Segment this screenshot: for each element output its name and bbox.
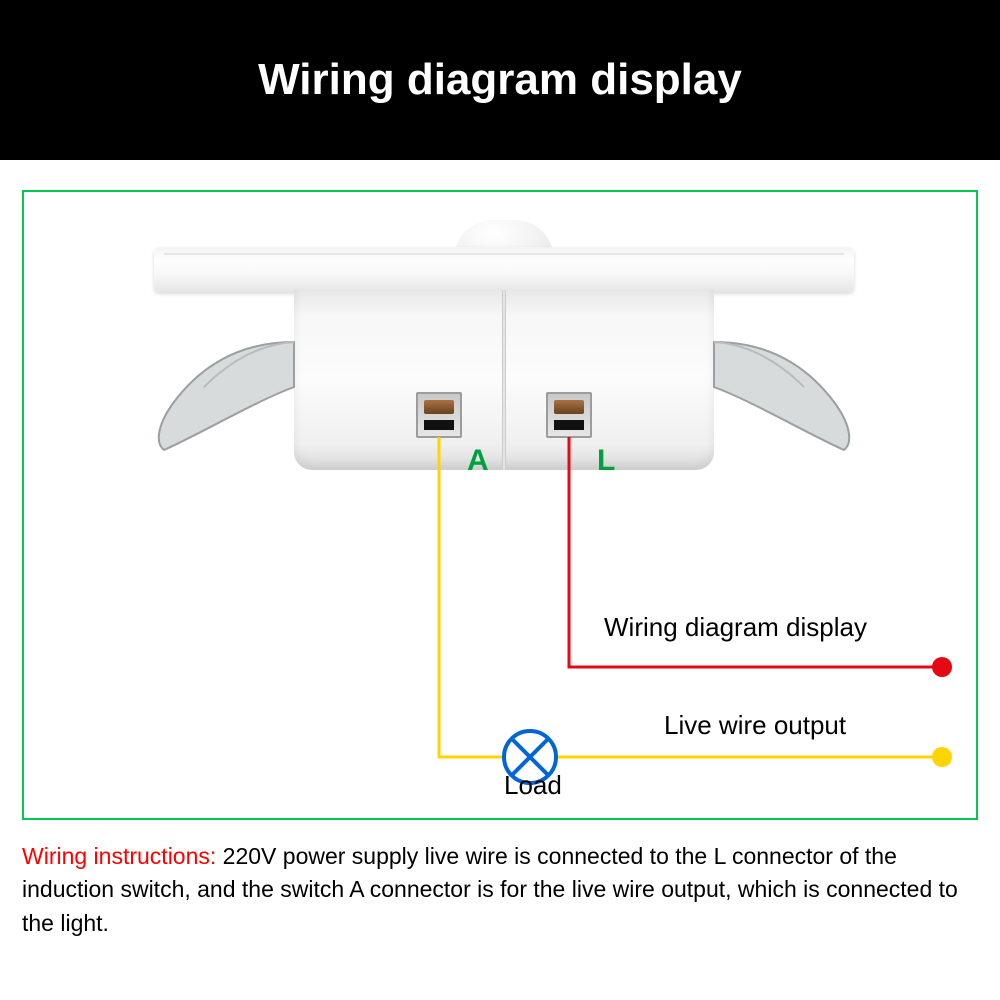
diagram-frame: A L Wiring diagram display Li: [22, 190, 978, 820]
header-bar: Wiring diagram display: [0, 0, 1000, 160]
wire-red-endpoint: [932, 657, 952, 677]
device-illustration: A L: [154, 212, 854, 492]
terminal-a-label: A: [467, 444, 489, 478]
device-faceplate: [154, 247, 854, 292]
terminal-a: [416, 392, 462, 438]
mount-clip-right: [704, 332, 864, 462]
instructions-lead: Wiring instructions:: [22, 843, 216, 869]
terminal-l: [546, 392, 592, 438]
wiring-instructions: Wiring instructions: 220V power supply l…: [22, 840, 978, 940]
terminal-a-slot: [424, 420, 454, 430]
label-wiring-diagram: Wiring diagram display: [604, 612, 867, 643]
terminal-l-screw: [554, 400, 584, 414]
label-load: Load: [504, 770, 562, 801]
page-title: Wiring diagram display: [258, 55, 742, 105]
terminal-l-slot: [554, 420, 584, 430]
terminal-a-screw: [424, 400, 454, 414]
wire-yellow-endpoint: [932, 747, 952, 767]
body-divider: [502, 290, 506, 470]
terminal-l-label: L: [597, 444, 615, 478]
mount-clip-left: [144, 332, 304, 462]
label-live-wire: Live wire output: [664, 710, 846, 741]
